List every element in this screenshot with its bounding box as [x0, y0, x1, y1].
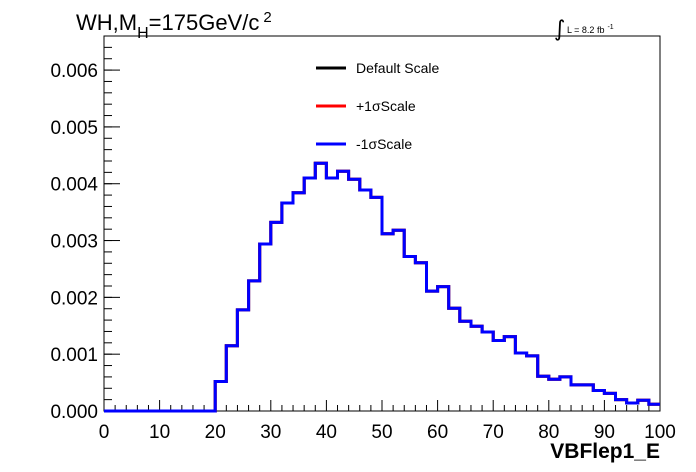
title-rest: =175GeV/c — [149, 10, 260, 35]
x-tick-label: 70 — [483, 422, 504, 443]
lumi-text: L = 8.2 fb — [567, 25, 604, 35]
x-tick-label: 60 — [427, 422, 448, 443]
title-main: WH,M — [76, 10, 137, 35]
x-tick-label: 50 — [371, 422, 392, 443]
y-tick-label: 0.000 — [50, 402, 98, 423]
y-tick-label: 0.002 — [50, 288, 98, 309]
y-axis: 0.000 0.001 0.002 0.003 0.004 0.005 0.006 — [50, 35, 120, 423]
y-tick-label: 0.001 — [50, 345, 98, 366]
chart-title: WH,MH=175GeV/c 2 — [76, 9, 272, 42]
y-tick-label: 0.006 — [50, 61, 98, 82]
x-tick-label: 20 — [205, 422, 226, 443]
svg-text:WH,MH=175GeV/c2: WH,MH=175GeV/c 2 — [76, 9, 272, 42]
title-superscript: 2 — [263, 9, 271, 26]
legend-entry-label: -1σScale — [356, 136, 412, 152]
x-tick-label: 10 — [149, 422, 170, 443]
x-axis-label: VBFlep1_E — [550, 440, 660, 463]
y-tick-label: 0.004 — [50, 175, 98, 196]
x-tick-label: 100 — [644, 422, 676, 443]
x-tick-label: 80 — [538, 422, 559, 443]
svg-text:L = 8.2 fb-1: L = 8.2 fb -1 — [567, 24, 614, 35]
y-tick-label: 0.005 — [50, 118, 98, 139]
legend-entry-label: Default Scale — [356, 60, 439, 76]
integral-symbol: ∫ — [554, 17, 565, 42]
x-tick-label: 30 — [260, 422, 281, 443]
legend-entry-label: +1σScale — [356, 98, 416, 114]
legend: Default Scale +1σScale -1σScale — [316, 60, 439, 152]
x-tick-label: 0 — [99, 422, 110, 443]
x-axis: 0 10 20 30 40 50 60 70 80 90 100 — [99, 400, 676, 443]
lumi-label: ∫ L = 8.2 fb -1 — [554, 17, 614, 42]
y-tick-label: 0.003 — [50, 232, 98, 253]
x-tick-label: 90 — [594, 422, 615, 443]
lumi-superscript: -1 — [607, 24, 613, 31]
series-layer — [104, 161, 660, 413]
series-line-2 — [104, 161, 660, 413]
title-subscript: H — [137, 25, 149, 42]
x-tick-label: 40 — [316, 422, 337, 443]
